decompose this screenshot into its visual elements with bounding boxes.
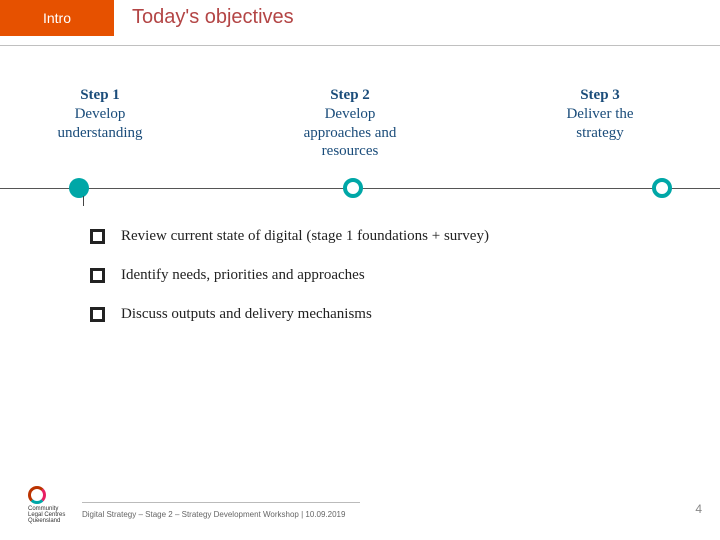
timeline	[0, 178, 720, 208]
page-number: 4	[695, 502, 702, 516]
logo-text-3: Queensland	[28, 518, 65, 524]
objective-item: Identify needs, priorities and approache…	[90, 267, 670, 284]
timeline-tick-1	[83, 196, 84, 206]
step-label-3: Step 3Deliver thestrategy	[520, 86, 680, 161]
footer: Community Legal Centres Queensland Digit…	[0, 484, 720, 540]
header: Intro Today's objectives	[0, 0, 720, 46]
timeline-node-3	[652, 178, 672, 198]
checkbox-icon	[90, 268, 105, 283]
objective-text: Discuss outputs and delivery mechanisms	[121, 306, 372, 323]
footer-divider	[82, 502, 360, 503]
objectives-list: Review current state of digital (stage 1…	[90, 228, 670, 345]
step-label-2: Step 2Developapproaches andresources	[270, 86, 430, 161]
timeline-node-1	[69, 178, 89, 198]
objective-text: Review current state of digital (stage 1…	[121, 228, 489, 245]
footer-text: Digital Strategy – Stage 2 – Strategy De…	[82, 510, 345, 519]
checkbox-icon	[90, 229, 105, 244]
slide: Intro Today's objectives Step 1Developun…	[0, 0, 720, 540]
logo-icon	[28, 486, 46, 504]
step-label-1: Step 1Developunderstanding	[20, 86, 180, 161]
timeline-node-2	[343, 178, 363, 198]
objective-item: Review current state of digital (stage 1…	[90, 228, 670, 245]
footer-logo: Community Legal Centres Queensland	[28, 486, 65, 524]
objective-item: Discuss outputs and delivery mechanisms	[90, 306, 670, 323]
intro-badge: Intro	[0, 0, 114, 36]
objective-text: Identify needs, priorities and approache…	[121, 267, 365, 284]
checkbox-icon	[90, 307, 105, 322]
page-title: Today's objectives	[132, 6, 294, 29]
steps-row: Step 1Developunderstanding Step 2Developa…	[0, 86, 720, 161]
